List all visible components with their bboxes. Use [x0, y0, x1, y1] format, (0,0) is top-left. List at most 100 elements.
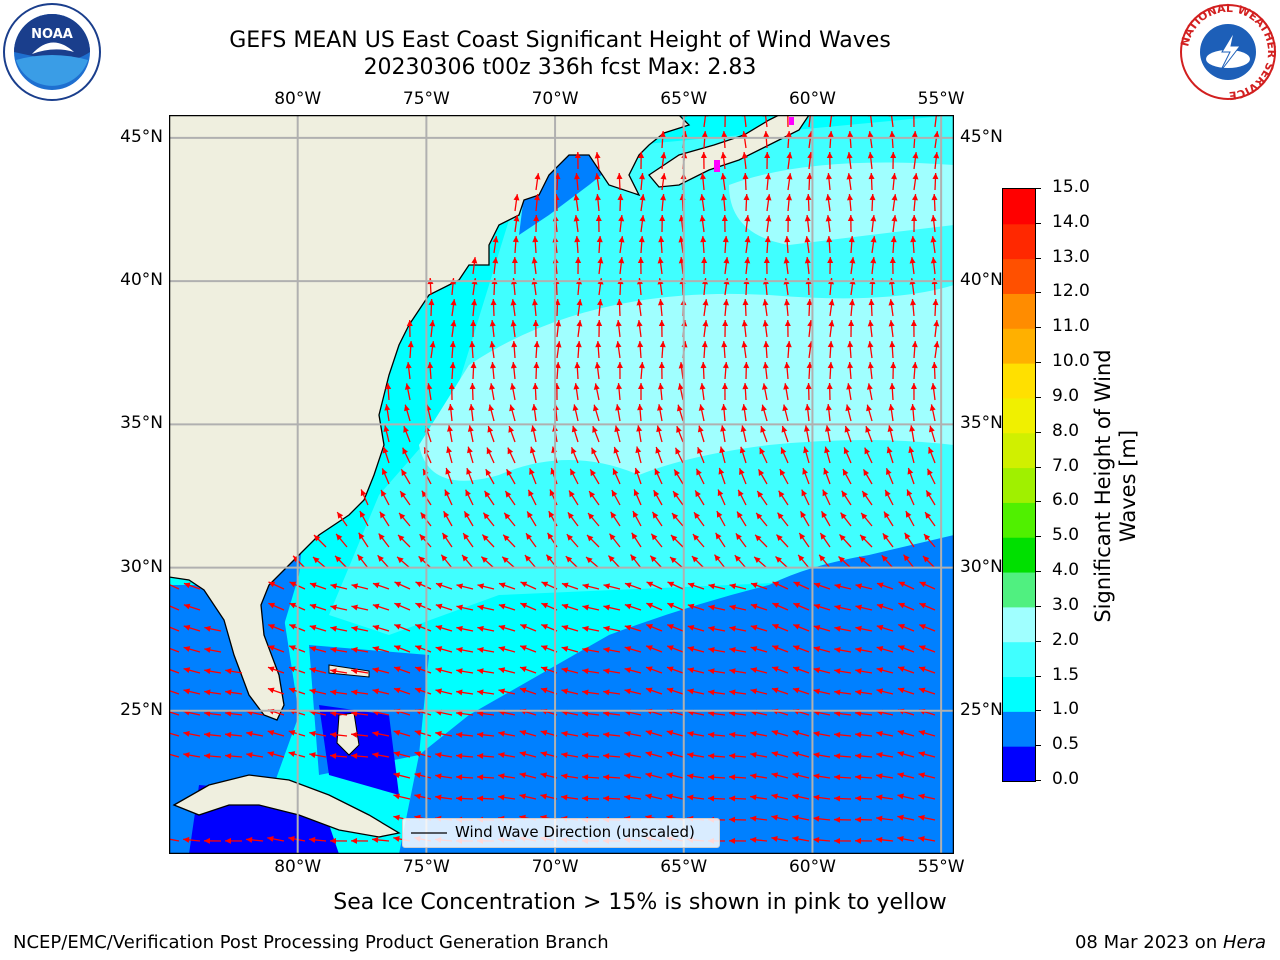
lon-tick-top-5: 55°W [917, 89, 965, 109]
wave-arrow-head-959 [750, 836, 757, 843]
wave-arrow-head-781 [204, 731, 211, 738]
lat-tick-right-2: 35°N [960, 413, 1003, 434]
wave-arrow-head-116 [700, 236, 707, 243]
wave-arrow-head-78 [805, 194, 812, 201]
wave-arrow-head-535 [289, 581, 297, 588]
wave-arrow-head-176 [428, 299, 435, 306]
wave-arrow-head-228 [429, 341, 436, 348]
wave-arrow-head-269 [743, 362, 750, 369]
wave-arrow-head-386 [928, 447, 934, 454]
wave-arrow-742 [169, 711, 180, 716]
wave-arrow-head-882 [456, 795, 463, 802]
wave-arrow-head-81 [869, 194, 876, 201]
wave-arrow-head-587 [667, 602, 675, 609]
wave-arrow-head-40 [867, 152, 874, 159]
wave-arrow-head-414 [360, 489, 367, 497]
wave-arrow-head-516 [608, 555, 615, 562]
wave-arrow-head-235 [575, 341, 582, 348]
wave-arrow-head-563 [876, 582, 884, 589]
wave-arrow-head-586 [646, 602, 654, 609]
wave-arrow-head-33 [720, 152, 727, 159]
wave-arrow-head-453 [567, 512, 574, 519]
wave-arrow-head-839 [645, 751, 653, 757]
wave-arrow-head-702 [855, 668, 862, 675]
wave-arrow-head-306 [384, 404, 391, 411]
wave-arrow-head-371 [613, 446, 620, 454]
wave-arrow-head-741 [918, 687, 926, 694]
wave-arrow-head-591 [750, 603, 758, 610]
wave-arrow-head-329 [866, 404, 872, 412]
wave-arrow-head-503 [335, 555, 342, 563]
wave-arrow-head-722 [519, 687, 527, 694]
colorbar-segment-14 [1003, 258, 1035, 294]
wave-arrow-head-343 [592, 426, 598, 433]
wave-arrow-head-642 [351, 647, 358, 653]
wave-arrow-head-288 [573, 383, 580, 390]
wave-arrow-head-530 [903, 554, 910, 562]
wave-arrow-head-619 [603, 625, 610, 632]
wave-arrow-head-550 [603, 583, 611, 590]
wave-arrow-head-486 [631, 532, 638, 540]
wave-arrow-head-726 [603, 689, 610, 696]
wave-arrow-head-291 [638, 383, 645, 390]
wave-arrow-head-484 [586, 534, 594, 542]
wave-arrow-head-529 [881, 555, 888, 562]
land-cuba [172, 774, 401, 838]
wave-arrow-head-452 [548, 511, 555, 518]
sea-ice-caption: Sea Ice Concentration > 15% is shown in … [333, 890, 947, 915]
map-frame [169, 115, 954, 854]
wave-arrow-head-117 [722, 236, 729, 243]
wave-arrow-head-361 [402, 447, 408, 455]
wave-arrow-head-96 [744, 215, 751, 222]
wave-arrow-head-701 [834, 668, 841, 675]
wave-arrow-head-120 [784, 236, 791, 243]
wave-arrow-head-674 [268, 666, 275, 673]
wave-arrow-head-683 [456, 668, 463, 675]
wave-arrow-head-551 [624, 582, 632, 589]
wave-arrow-head-850 [876, 752, 883, 758]
wave-arrow-head-217 [741, 320, 748, 327]
wave-arrow-head-400 [654, 468, 661, 476]
wave-arrow-head-716 [393, 687, 401, 694]
wave-arrow-head-126 [910, 236, 917, 243]
wave-arrow-head-578 [477, 604, 484, 611]
wave-arrow-head-513 [546, 554, 553, 562]
wave-arrow-head-112 [618, 236, 625, 243]
wave-arrow-head-411 [886, 468, 892, 475]
wave-arrow-head-622 [667, 624, 674, 630]
colorbar-segment-13 [1003, 293, 1035, 329]
wave-arrow-head-114 [658, 236, 665, 243]
wave-arrow-head-197 [868, 299, 875, 306]
wave-arrow-head-360 [382, 446, 389, 454]
wave-arrow-head-788 [351, 731, 358, 738]
wave-arrow-head-605 [309, 624, 317, 631]
wave-arrow-head-597 [876, 603, 884, 610]
colorbar-tick-5: 10.0 [1052, 351, 1090, 372]
wave-arrow-head-819 [225, 753, 232, 760]
wave-arrow-head-73 [699, 194, 706, 201]
wave-arrow-head-378 [759, 447, 766, 455]
wave-arrow-head-140 [723, 257, 730, 264]
wave-arrow-head-454 [588, 513, 595, 520]
wave-arrow-head-363 [446, 446, 453, 454]
wave-arrow-head-660 [729, 646, 736, 653]
wave-arrow-head-80 [847, 194, 853, 201]
wave-arrow-head-847 [813, 752, 820, 759]
lat-tick-left-4: 25°N [120, 699, 163, 720]
wave-arrow-head-68 [594, 194, 601, 201]
wave-arrow-head-615 [520, 624, 527, 630]
wave-arrow-head-890 [624, 794, 631, 801]
wave-arrow-head-302 [866, 383, 873, 390]
wave-arrow-head-790 [393, 729, 401, 736]
wave-zone-2to3m [419, 285, 954, 481]
wave-arrow-head-813 [876, 730, 883, 737]
wave-arrow-head-569 [289, 602, 297, 609]
wave-arrow-head-791 [414, 730, 422, 736]
wave-arrow-head-135 [618, 257, 625, 264]
wave-arrow-head-464 [800, 511, 807, 518]
wave-arrow-head-323 [741, 404, 748, 411]
wave-arrow-head-570 [309, 603, 317, 610]
wave-arrow-head-317 [615, 404, 622, 411]
wave-arrow-12 [934, 115, 938, 128]
colorbar-tickmark-9 [1035, 501, 1041, 503]
